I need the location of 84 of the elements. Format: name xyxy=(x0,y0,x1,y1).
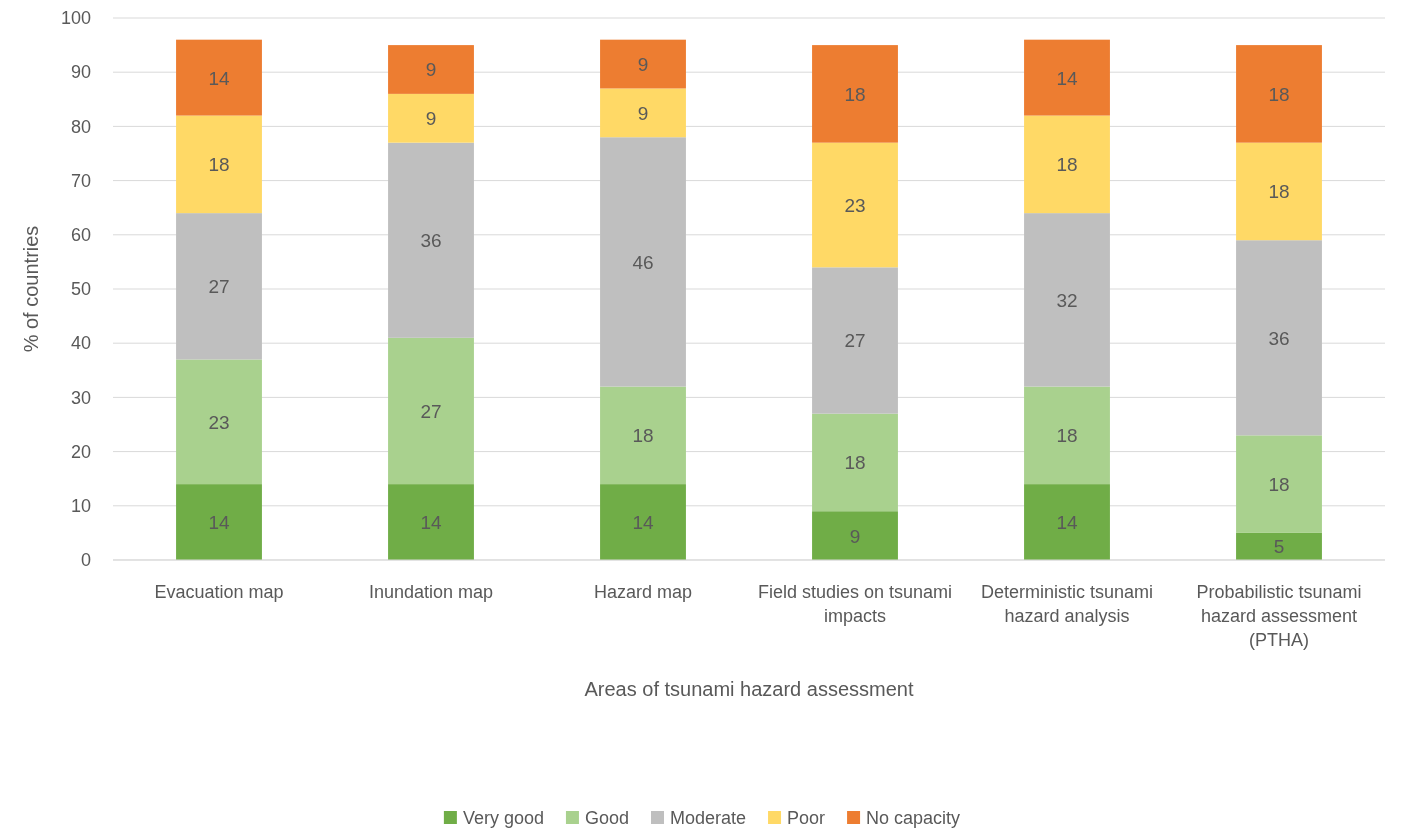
bar xyxy=(812,511,898,560)
data-label: 9 xyxy=(637,54,649,76)
data-label: 14 xyxy=(1056,512,1078,534)
bar xyxy=(388,93,474,143)
bar xyxy=(600,39,686,89)
legend-label: Moderate xyxy=(669,808,747,828)
data-label: 14 xyxy=(420,512,442,534)
data-label: 14 xyxy=(1056,67,1078,89)
data-label: 9 xyxy=(425,59,437,81)
data-label: 46 xyxy=(632,251,654,273)
legend-label: Poor xyxy=(787,808,826,828)
data-label: 18 xyxy=(1056,154,1078,176)
bar xyxy=(176,39,262,116)
bar xyxy=(1236,142,1322,241)
x-axis-title: Areas of tsunami hazard assessment xyxy=(584,678,914,700)
y-tick-label: 40 xyxy=(70,333,91,354)
data-label: 27 xyxy=(844,330,866,352)
data-label: 36 xyxy=(420,230,442,252)
data-label: 27 xyxy=(208,276,230,298)
x-tick-label: Hazard map xyxy=(593,582,693,602)
y-tick-label: 70 xyxy=(70,170,91,191)
y-tick-label: 60 xyxy=(70,225,91,246)
data-label: 18 xyxy=(208,154,230,176)
bar xyxy=(388,337,474,485)
bar xyxy=(1236,532,1322,560)
data-label: 36 xyxy=(1268,327,1290,349)
x-tick-label: Deterministic tsunami hazard analysis xyxy=(980,582,1154,626)
data-label: 9 xyxy=(849,525,861,547)
bar xyxy=(600,137,686,387)
data-label: 9 xyxy=(425,108,437,130)
bar xyxy=(176,484,262,560)
bar xyxy=(812,413,898,512)
bar xyxy=(1236,435,1322,533)
data-label: 18 xyxy=(632,425,654,447)
data-label: 18 xyxy=(1268,83,1290,105)
x-tick-label: Field studies on tsunami impacts xyxy=(757,582,953,626)
data-label: 23 xyxy=(844,194,866,216)
data-label: 14 xyxy=(208,67,230,89)
data-label: 18 xyxy=(1268,474,1290,496)
bar xyxy=(812,267,898,414)
bar xyxy=(812,45,898,143)
legend-label: Good xyxy=(584,808,629,828)
y-tick-label: 50 xyxy=(70,279,91,300)
bar xyxy=(600,88,686,138)
legend-label: No capacity xyxy=(866,808,961,828)
data-label: 5 xyxy=(1273,536,1285,558)
y-tick-label: 20 xyxy=(70,441,91,462)
bar xyxy=(1024,484,1110,560)
data-label: 18 xyxy=(844,83,866,105)
data-label: 14 xyxy=(632,512,654,534)
y-axis-title: % of countries xyxy=(20,225,42,353)
data-label: 18 xyxy=(1268,181,1290,203)
y-tick-label: 90 xyxy=(70,62,91,83)
y-tick-label: 100 xyxy=(60,8,91,29)
y-tick-label: 30 xyxy=(70,387,91,408)
bar xyxy=(1236,240,1322,436)
bar xyxy=(1236,45,1322,143)
x-tick-label: Probabilistic tsunami hazard assessment (PTHA) xyxy=(1196,582,1362,650)
data-label: 18 xyxy=(844,452,866,474)
y-tick-label: 80 xyxy=(70,116,91,137)
x-tick-label: Inundation map xyxy=(368,582,494,602)
bar xyxy=(600,386,686,485)
data-label: 14 xyxy=(208,512,230,534)
x-tick-label: Evacuation map xyxy=(154,582,284,602)
bar xyxy=(1024,386,1110,485)
bar xyxy=(388,142,474,338)
y-tick-label: 10 xyxy=(70,496,91,517)
data-label: 9 xyxy=(637,102,649,124)
bar xyxy=(1024,213,1110,387)
bar xyxy=(176,115,262,214)
data-label: 32 xyxy=(1056,289,1078,311)
data-label: 27 xyxy=(420,400,442,422)
bar xyxy=(1024,115,1110,214)
bar xyxy=(1024,39,1110,116)
bar xyxy=(176,213,262,360)
bar xyxy=(388,484,474,560)
data-label: 18 xyxy=(1056,425,1078,447)
bar xyxy=(812,142,898,268)
bar xyxy=(176,359,262,485)
legend-label: Very good xyxy=(462,808,544,828)
bar xyxy=(388,45,474,94)
bar xyxy=(600,484,686,560)
data-label: 23 xyxy=(208,411,230,433)
y-tick-label: 0 xyxy=(80,550,91,571)
